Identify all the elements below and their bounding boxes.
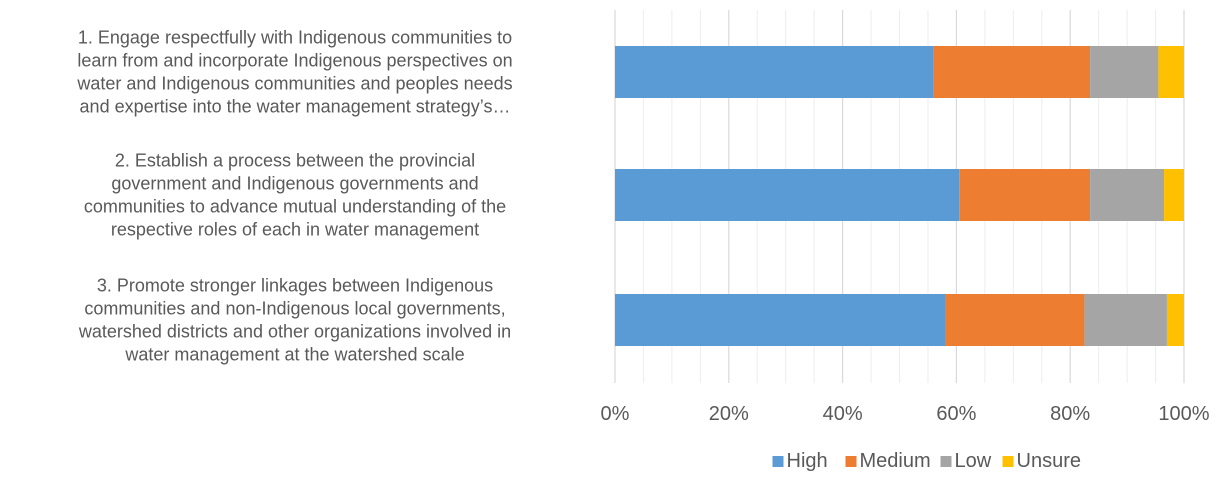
category-label-line: and expertise into the water management … xyxy=(80,97,511,117)
x-tick-label: 0% xyxy=(601,403,630,425)
category-label-3: 3. Promote stronger linkages between Ind… xyxy=(78,276,511,365)
category-label-line: watershed districts and other organizati… xyxy=(78,322,511,342)
bar-segment-high-2 xyxy=(615,169,960,221)
bar-segment-unsure-1 xyxy=(1158,46,1184,98)
bar-segment-medium-2 xyxy=(959,169,1091,221)
bar-segment-low-2 xyxy=(1090,169,1165,221)
category-label-line: water and Indigenous communities and peo… xyxy=(76,74,512,94)
legend-swatch-unsure xyxy=(1002,456,1014,467)
category-label-line: 3. Promote stronger linkages between Ind… xyxy=(97,276,493,296)
category-label-line: respective roles of each in water manage… xyxy=(111,220,479,240)
x-tick-label: 60% xyxy=(936,403,976,425)
category-label-line: government and Indigenous governments an… xyxy=(111,174,478,194)
bar-segment-unsure-2 xyxy=(1164,169,1184,221)
legend-swatch-high xyxy=(772,456,784,467)
category-label-line: communities to advance mutual understand… xyxy=(84,197,506,217)
bar-segment-low-3 xyxy=(1084,294,1167,346)
category-label-line: 1. Engage respectfully with Indigenous c… xyxy=(78,28,512,48)
bars-group xyxy=(615,46,1184,346)
legend-label-low: Low xyxy=(955,450,992,472)
x-tick-label: 80% xyxy=(1050,403,1090,425)
x-tick-label: 100% xyxy=(1158,403,1209,425)
category-label-1: 1. Engage respectfully with Indigenous c… xyxy=(76,28,512,117)
bar-segment-unsure-3 xyxy=(1166,294,1184,346)
x-tick-label: 40% xyxy=(823,403,863,425)
category-label-line: 2. Establish a process between the provi… xyxy=(115,151,475,171)
x-tick-labels: 0% 20% 40% 60% 80% 100% xyxy=(601,403,1210,425)
legend-swatch-medium xyxy=(845,456,857,467)
legend-label-unsure: Unsure xyxy=(1017,450,1081,472)
legend-label-medium: Medium xyxy=(860,450,931,472)
x-tick-label: 20% xyxy=(709,403,749,425)
legend-swatch-low xyxy=(940,456,952,467)
category-labels: 1. Engage respectfully with Indigenous c… xyxy=(76,28,512,365)
legend: High Medium Low Unsure xyxy=(772,450,1081,472)
bar-segment-low-1 xyxy=(1090,46,1159,98)
category-label-line: learn from and incorporate Indigenous pe… xyxy=(77,51,512,71)
bar-segment-medium-1 xyxy=(933,46,1091,98)
bar-segment-high-3 xyxy=(615,294,946,346)
category-label-line: communities and non-Indigenous local gov… xyxy=(84,299,505,319)
bar-segment-high-1 xyxy=(615,46,934,98)
legend-label-high: High xyxy=(787,450,828,472)
category-label-2: 2. Establish a process between the provi… xyxy=(84,151,506,240)
category-label-line: water management at the watershed scale xyxy=(124,345,464,365)
bar-segment-medium-3 xyxy=(945,294,1085,346)
